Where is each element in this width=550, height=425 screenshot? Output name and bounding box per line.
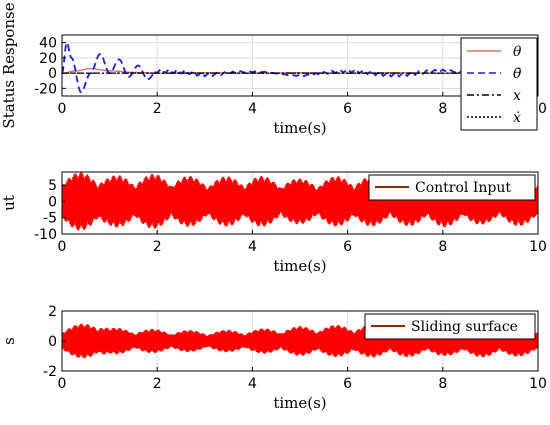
x-tick-label: 0 xyxy=(58,376,67,392)
y-tick-label: 40 xyxy=(39,36,57,52)
y-tick-label: 0 xyxy=(48,66,57,82)
y-tick-label: -5 xyxy=(43,211,57,227)
x-tick-label: 8 xyxy=(438,101,447,117)
y-tick-label: 0 xyxy=(48,334,57,350)
series-line-1 xyxy=(62,323,538,359)
y-axis-label: Status Response xyxy=(0,2,18,128)
y-tick-label: 5 xyxy=(48,178,57,194)
axes-frame xyxy=(61,171,539,235)
legend: Control Input xyxy=(368,174,536,201)
x-tick-label: 2 xyxy=(153,101,162,117)
legend: θ θ̇ xẋ xyxy=(460,37,538,131)
x-axis-label: time(s) xyxy=(273,119,326,137)
y-tick-label: 2 xyxy=(48,304,57,320)
axes-frame xyxy=(61,34,539,97)
y-axis-label: ut xyxy=(0,195,18,211)
legend-entry: θ̇ xyxy=(513,66,522,82)
y-tick-label: 0 xyxy=(48,194,57,210)
x-tick-label: 6 xyxy=(343,376,352,392)
legend-entry: Control Input xyxy=(415,180,511,196)
legend-entry: Sliding surface xyxy=(411,319,518,335)
x-tick-label: 0 xyxy=(58,101,67,117)
x-tick-label: 8 xyxy=(438,376,447,392)
legend-entry: ẋ xyxy=(513,110,521,126)
x-tick-label: 6 xyxy=(343,101,352,117)
x-tick-label: 4 xyxy=(248,101,257,117)
y-tick-label: -2 xyxy=(43,364,57,380)
y-axis-label: s xyxy=(0,337,18,345)
x-tick-label: 2 xyxy=(153,376,162,392)
x-tick-label: 10 xyxy=(529,239,547,255)
legend-entry: θ xyxy=(513,44,522,60)
x-axis-label: time(s) xyxy=(273,394,326,412)
y-tick-label: -20 xyxy=(34,81,57,97)
series-line-2 xyxy=(62,41,538,94)
x-tick-label: 6 xyxy=(343,239,352,255)
series-line-1 xyxy=(62,172,538,231)
x-tick-label: 0 xyxy=(58,239,67,255)
plot-area xyxy=(62,172,538,231)
x-tick-label: 4 xyxy=(248,239,257,255)
y-tick-label: 20 xyxy=(39,51,57,67)
plot-area xyxy=(62,41,538,94)
x-tick-label: 4 xyxy=(248,376,257,392)
y-tick-label: -10 xyxy=(34,227,57,243)
plot-area xyxy=(62,323,538,359)
x-tick-label: 10 xyxy=(529,376,547,392)
x-tick-label: 8 xyxy=(438,239,447,255)
legend-entry: x xyxy=(513,88,521,104)
x-axis-label: time(s) xyxy=(273,257,326,275)
x-tick-label: 2 xyxy=(153,239,162,255)
legend: Sliding surface xyxy=(364,313,536,340)
